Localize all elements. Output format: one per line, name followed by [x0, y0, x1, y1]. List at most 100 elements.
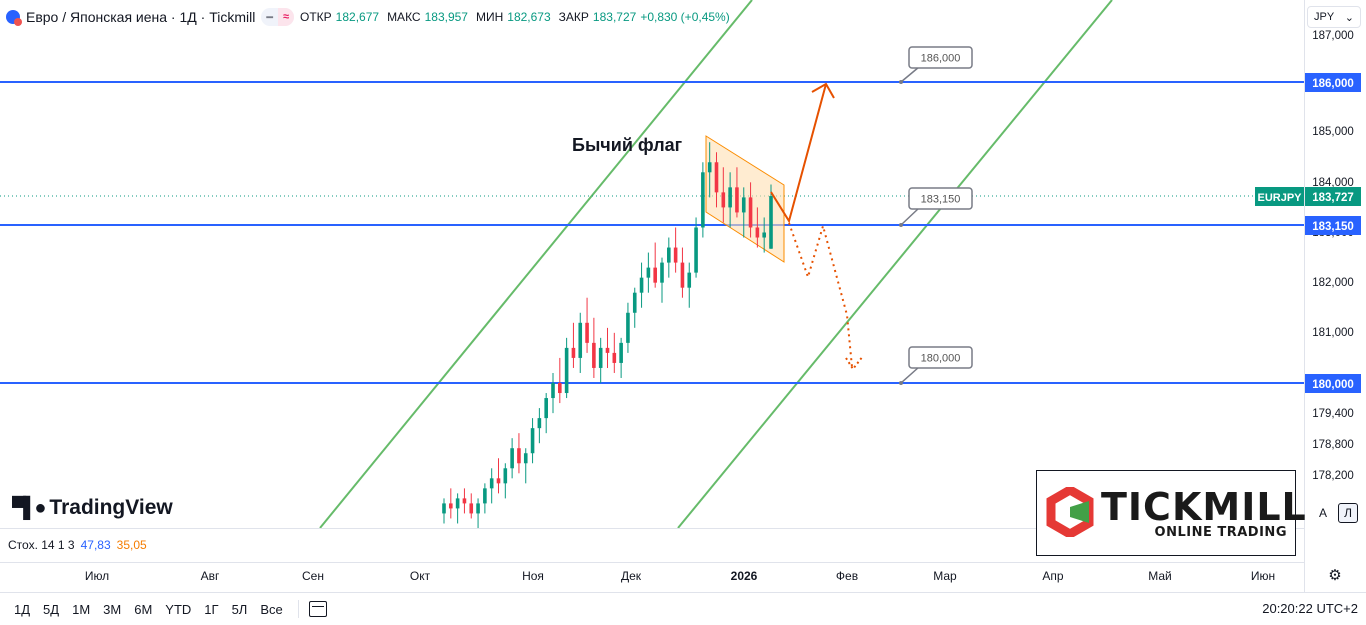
candle-body[interactable] [462, 498, 467, 504]
symbol-title[interactable]: Евро / Японская иена · 1Д · Tickmill [26, 9, 256, 25]
candle-body[interactable] [605, 347, 610, 353]
channel-lower-line[interactable] [677, 0, 1113, 528]
x-tick-label: Июл [85, 569, 109, 583]
ohlc-values: ОТКР 182,677 МАКС 183,957 МИН 182,673 ЗАКР 1… [300, 10, 730, 24]
timeframe-all[interactable]: Все [260, 601, 283, 617]
candle-body[interactable] [544, 398, 548, 419]
candle-body[interactable] [714, 162, 719, 193]
x-tick-label: Июн [1251, 569, 1275, 583]
candle-body[interactable] [755, 227, 760, 238]
candle-body[interactable] [510, 448, 514, 469]
y-tick-label: 184,000 [1312, 177, 1354, 189]
calendar-goto-icon[interactable] [308, 601, 327, 617]
candle-body[interactable] [517, 448, 521, 464]
currency-label: JPY [1314, 11, 1335, 23]
callout-186-box[interactable] [908, 46, 973, 69]
candle-body[interactable] [701, 172, 705, 228]
candle-body[interactable] [646, 267, 651, 278]
tickmill-mark-icon [1046, 487, 1094, 537]
candle-body[interactable] [660, 262, 664, 283]
candle-body[interactable] [578, 322, 583, 358]
candle-body[interactable] [496, 478, 501, 484]
candle-body[interactable] [469, 503, 474, 514]
candle-body[interactable] [449, 503, 453, 509]
candle-body[interactable] [558, 383, 562, 394]
timeframe-3m[interactable]: 3М [103, 601, 122, 617]
timeframe-1y[interactable]: 1Г [204, 601, 219, 617]
timeframe-6m[interactable]: 6М [134, 601, 153, 617]
callout-183150-box[interactable] [908, 187, 973, 210]
candle-body[interactable] [537, 418, 542, 429]
channel-upper-line[interactable] [319, 0, 753, 528]
log-scale-toggle[interactable]: Л [1338, 503, 1358, 523]
x-tick-label: Мар [933, 569, 957, 583]
last-price-tag-text: 183,727 [1312, 192, 1354, 204]
callout-186-text: 186,000 [921, 53, 961, 65]
timeframe-ytd[interactable]: YTD [165, 601, 192, 617]
price-tag-183150 [1305, 216, 1361, 235]
candle-body[interactable] [626, 312, 630, 343]
clock[interactable]: 20:20:22 UTC+2 [1262, 601, 1358, 616]
y-tick-label: 179,400 [1312, 408, 1354, 420]
candle-body[interactable] [476, 503, 480, 514]
candle-body[interactable] [653, 267, 657, 283]
candle-body[interactable] [687, 272, 692, 288]
candle-body[interactable] [483, 488, 487, 504]
y-tick-label: 187,000 [1312, 30, 1354, 42]
candle-body[interactable] [585, 322, 589, 343]
callout-183150-text: 183,150 [921, 194, 961, 206]
timeframe-5d[interactable]: 5Д [43, 601, 60, 617]
x-tick-label: 2026 [731, 569, 758, 583]
candle-body[interactable] [721, 192, 726, 208]
x-tick-label: Фев [836, 569, 858, 583]
candle-body[interactable] [694, 227, 698, 273]
bullish-projection-arrow[interactable] [770, 83, 827, 224]
candle-body[interactable] [598, 347, 603, 368]
bearish-arrow-head [845, 355, 864, 371]
x-tick-label: Сен [302, 569, 324, 583]
tradingview-logo[interactable]: ▀▌● TradingView [12, 496, 173, 520]
timeframe-1m[interactable]: 1М [72, 601, 91, 617]
candle-body[interactable] [530, 428, 535, 454]
settings-gear-icon[interactable]: ⚙ [1328, 567, 1342, 584]
stochastic-d-value: 35,05 [116, 538, 147, 552]
candle-body[interactable] [707, 162, 712, 173]
candle-body[interactable] [762, 232, 766, 238]
candle-body[interactable] [735, 187, 739, 213]
chevron-down-icon: ⌄ [1344, 11, 1354, 24]
timeframe-1d[interactable]: 1Д [14, 601, 31, 617]
y-tick-label: 185,000 [1312, 126, 1354, 138]
candle-body[interactable] [442, 503, 446, 514]
candle-body[interactable] [639, 277, 644, 293]
callout-183150-anchor [899, 223, 903, 227]
candle-body[interactable] [741, 197, 746, 213]
candle-body[interactable] [455, 498, 460, 509]
bearish-scenario-path[interactable] [788, 222, 853, 368]
candle-body[interactable] [680, 262, 685, 288]
callout-180-anchor [899, 381, 903, 385]
candle-body[interactable] [489, 478, 494, 489]
candle-body[interactable] [667, 247, 671, 263]
candle-body[interactable] [728, 187, 732, 208]
price-chart[interactable]: 186,000 183,150 180,000 Бычий флаг 187,0… [0, 0, 1366, 593]
status-pill[interactable]: ━ ≈ [261, 8, 294, 26]
candle-body[interactable] [523, 453, 528, 464]
candle-body[interactable] [619, 342, 623, 363]
candle-body[interactable] [612, 352, 617, 363]
candle-body[interactable] [748, 197, 753, 228]
candle-body[interactable] [673, 247, 678, 263]
stochastic-legend[interactable]: Стох. 14 1 3 47,83 35,05 [8, 538, 147, 552]
candle-body[interactable] [592, 342, 596, 368]
candle-body[interactable] [571, 347, 576, 358]
callout-180-box[interactable] [908, 346, 973, 369]
candle-body[interactable] [551, 383, 555, 399]
candle-body[interactable] [564, 347, 569, 394]
callout-186-pointer [900, 66, 920, 83]
timeframe-5y[interactable]: 5Л [231, 601, 248, 617]
candle-body[interactable] [503, 468, 508, 484]
candle-body[interactable] [769, 196, 773, 249]
auto-scale-toggle[interactable]: A [1313, 503, 1333, 523]
open-label: ОТКР [300, 10, 332, 24]
candle-body[interactable] [632, 292, 637, 313]
currency-selector[interactable]: JPY ⌄ [1307, 6, 1361, 28]
